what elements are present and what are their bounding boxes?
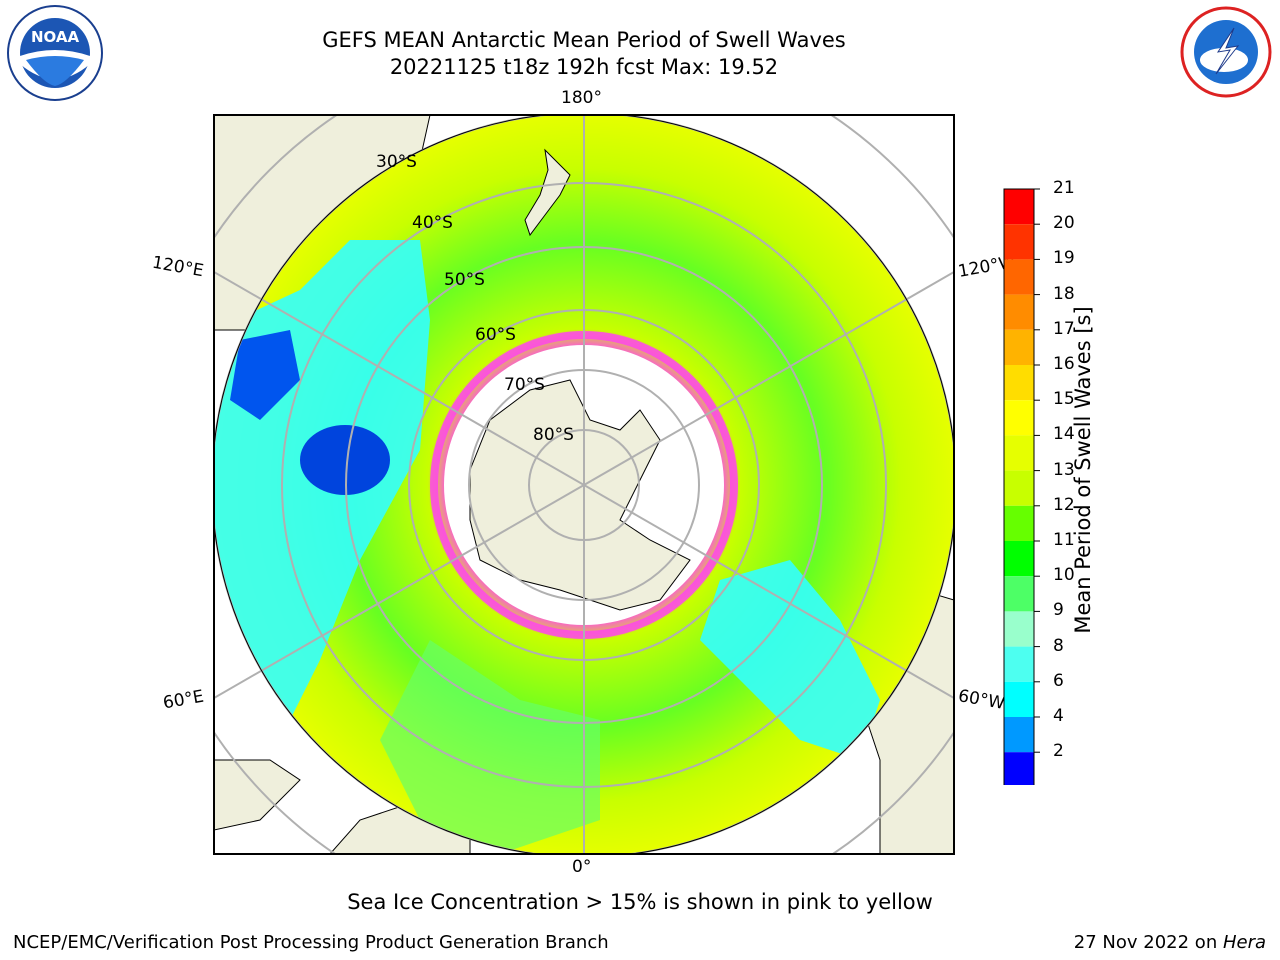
noaa-logo: NOAA [7,5,103,101]
green-swell-region-south [380,640,600,854]
colorbar-segment [1004,681,1034,717]
colorbar-segment [1004,400,1034,436]
cyan-swell-region-east [700,560,880,760]
colorbar-segment [1004,435,1034,471]
lat-label-50s: 50°S [444,270,485,290]
colorbar-segment [1004,189,1034,225]
colorbar-tick-label: 4 [1053,706,1064,726]
colorbar-tick-label: 13 [1053,459,1075,480]
lat-label-80s: 80°S [533,425,574,445]
graticule [214,115,954,854]
colorbar [1003,188,1040,785]
lat-label-70s: 70°S [504,375,545,395]
colorbar-segment [1004,611,1034,647]
colorbar-label: Mean Period of Swell Waves [s] [1071,306,1095,634]
colorbar-tick-label: 17 [1053,318,1075,339]
map-frame [213,114,955,855]
colorbar-segment [1004,717,1034,753]
colorbar-segment [1004,505,1034,541]
sea-ice-note: Sea Ice Concentration > 15% is shown in … [347,890,933,914]
colorbar-tick-label: 14 [1053,424,1075,445]
low-swell-region-center [300,425,390,495]
colorbar-tick-label: 2 [1053,741,1064,762]
colorbar-tick-label: 16 [1053,354,1075,374]
colorbar-tick-label: 10 [1053,565,1075,586]
national-weather-service-logo [1180,6,1272,98]
colorbar-tick-label: 6 [1053,670,1064,691]
lat-label-30s: 30°S [376,152,417,172]
map-title-line2: 20221125 t18z 192h fcst Max: 19.52 [389,55,779,79]
footer-credit: NCEP/EMC/Verification Post Processing Pr… [13,932,609,953]
lon-label-180: 180° [561,88,602,108]
lon-label-0: 0° [572,857,592,877]
colorbar-segment [1004,365,1034,401]
colorbar-tick-label: 8 [1053,635,1064,656]
new-zealand [524,148,571,237]
colorbar-tick-label: 12 [1053,494,1075,515]
colorbar-tick-label: 20 [1053,213,1075,234]
colorbar-segment [1004,646,1034,682]
colorbar-tick-label: 9 [1053,600,1064,621]
footer-date-text: 27 Nov 2022 on [1073,932,1223,953]
footer-host: Hera [1222,932,1266,953]
colorbar-tick-label: 11 [1053,530,1075,550]
colorbar-tick-label: 15 [1053,389,1075,410]
map-title-line1: GEFS MEAN Antarctic Mean Period of Swell… [322,28,846,52]
svg-text:NOAA: NOAA [31,28,80,46]
colorbar-segment [1004,224,1034,260]
footer-date: 27 Nov 2022 on Hera [1074,932,1266,953]
colorbar-segment [1004,752,1034,785]
low-swell-region-west [230,330,300,420]
lat-label-60s: 60°S [475,325,516,345]
colorbar-tick-label: 21 [1053,178,1075,198]
colorbar-segment [1004,329,1034,365]
lat-label-40s: 40°S [412,213,453,233]
colorbar-segment [1004,294,1034,330]
colorbar-segment [1004,259,1034,295]
colorbar-tick-label: 18 [1053,283,1075,304]
colorbar-segment [1004,470,1034,506]
colorbar-tick-label: 19 [1053,248,1075,269]
colorbar-segment [1004,541,1034,577]
antarctica [469,379,691,611]
colorbar-segment [1004,576,1034,612]
